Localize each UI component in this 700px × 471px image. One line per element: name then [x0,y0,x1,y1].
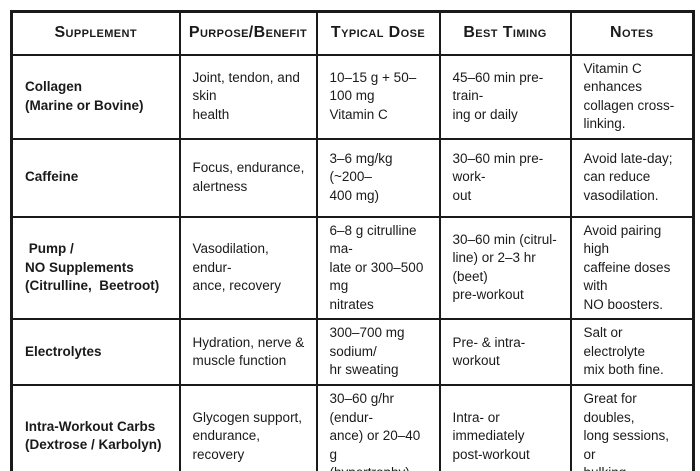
column-header-purpose-label: Purpose/Benefit [188,24,308,42]
cell-notes: Avoid pairing high caffeine doses with N… [569,215,695,320]
column-header-supplement-label: Supplement [54,24,137,42]
cell-supplement-name: Electrolytes [10,318,181,386]
cell-purpose: Focus, endurance, alertness [178,137,318,218]
cell-notes: Great for doubles, long sessions, or bul… [569,384,695,471]
column-header-timing-label: Best Timing [463,24,547,42]
cell-purpose: Hydration, nerve & muscle function [178,318,318,386]
table-row-pump-no-supplements: Pump / NO Supplements (Citrulline, Beetr… [10,215,695,320]
cell-purpose: Vasodilation, endur- ance, recovery [178,215,318,320]
cell-supplement-name: Caffeine [10,137,181,218]
cell-dose: 300–700 mg sodium/ hr sweating [315,318,441,386]
cell-dose: 10–15 g + 50–100 mg Vitamin C [315,53,441,140]
table-row-intra-workout-carbs: Intra-Workout Carbs (Dextrose / Karbolyn… [10,384,695,471]
cell-notes: Vitamin C enhances collagen cross- linki… [569,53,695,140]
cell-timing: 30–60 min (citrul- line) or 2–3 hr (beet… [438,215,572,320]
cell-purpose: Glycogen support, endurance, recovery [178,384,318,471]
table-row-electrolytes: Electrolytes Hydration, nerve & muscle f… [10,318,695,386]
column-header-dose: Typical Dose [315,10,441,56]
cell-dose: 3–6 mg/kg (~200– 400 mg) [315,137,441,218]
column-header-notes: Notes [569,10,695,56]
cell-timing: 45–60 min pre-train- ing or daily [438,53,572,140]
cell-supplement-name: Collagen (Marine or Bovine) [10,53,181,140]
column-header-dose-label: Typical Dose [330,24,426,42]
column-header-purpose: Purpose/Benefit [178,10,318,56]
header-row: Supplement Purpose/Benefit Typical Dose … [10,10,695,56]
column-header-supplement: Supplement [10,10,181,56]
column-header-notes-label: Notes [609,24,654,42]
column-header-timing: Best Timing [438,10,572,56]
cell-timing: Intra- or immediately post-workout [438,384,572,471]
cell-notes: Avoid late-day; can reduce vasodilation. [569,137,695,218]
cell-timing: Pre- & intra-workout [438,318,572,386]
cell-supplement-name: Pump / NO Supplements (Citrulline, Beetr… [10,215,181,320]
cell-purpose: Joint, tendon, and skin health [178,53,318,140]
cell-dose: 6–8 g citrulline ma- late or 300–500 mg … [315,215,441,320]
cell-supplement-name: Intra-Workout Carbs (Dextrose / Karbolyn… [10,384,181,471]
cell-notes: Salt or electrolyte mix both fine. [569,318,695,386]
cell-timing: 30–60 min pre-work- out [438,137,572,218]
supplement-table: Supplement Purpose/Benefit Typical Dose … [10,10,695,471]
cell-dose: 30–60 g/hr (endur- ance) or 20–40 g (hyp… [315,384,441,471]
table-row-caffeine: Caffeine Focus, endurance, alertness 3–6… [10,137,695,218]
table-row-collagen: Collagen (Marine or Bovine) Joint, tendo… [10,53,695,140]
